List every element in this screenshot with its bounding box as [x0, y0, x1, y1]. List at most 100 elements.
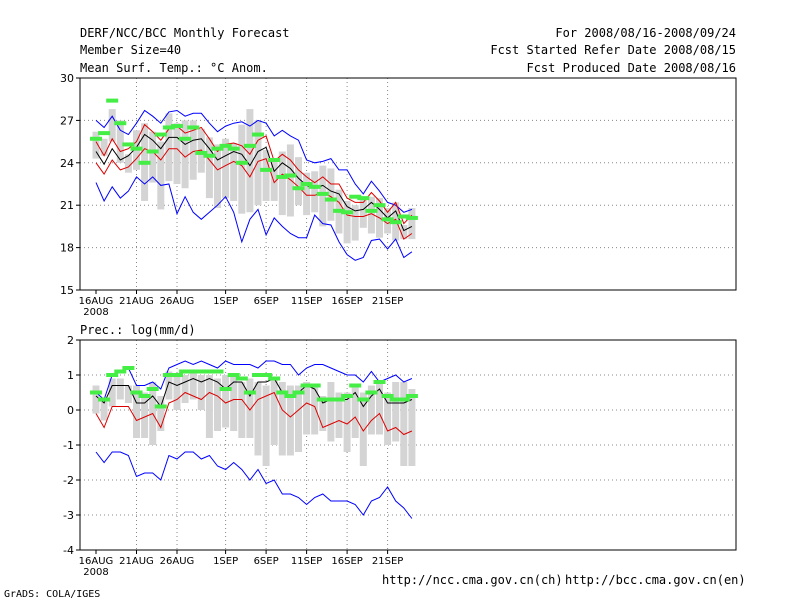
temperature-xtick-label: 26AUG	[160, 296, 195, 307]
temperature-ytick-label: 24	[60, 157, 74, 170]
precipitation-xtick-label: 16AUG	[79, 556, 114, 567]
precipitation-observed-marker	[98, 397, 111, 402]
temperature-observed-marker	[219, 143, 232, 148]
temperature-observed-marker	[146, 149, 159, 154]
temperature-observed-marker	[308, 184, 321, 189]
temperature-observed-marker	[268, 157, 281, 162]
url-english: http://bcc.cma.gov.cn(en)	[565, 573, 746, 587]
precipitation-ytick-label: -3	[63, 509, 74, 522]
temperature-spread-box	[400, 224, 408, 240]
precipitation-observed-marker	[219, 387, 232, 391]
grads-credit: GrADS: COLA/IGES	[4, 589, 101, 600]
precipitation-observed-marker	[324, 397, 337, 402]
url-chinese: http://ncc.cma.gov.cn(ch)	[382, 573, 563, 587]
precipitation-spread-box	[230, 375, 238, 431]
temperature-spread-box	[173, 123, 181, 184]
precipitation-observed-marker	[308, 383, 321, 388]
precipitation-observed-marker	[389, 397, 402, 402]
precipitation-spread-box	[343, 392, 351, 452]
temperature-xtick-label: 1SEP	[213, 296, 238, 307]
precipitation-observed-marker	[195, 369, 208, 374]
temperature-observed-marker	[187, 125, 200, 130]
precipitation-spread-box	[376, 382, 383, 435]
precipitation-spread-box	[124, 385, 132, 403]
precipitation-spread_lower-line	[95, 391, 413, 436]
precipitation-spread-box	[303, 382, 311, 435]
precipitation-spread-box	[222, 375, 230, 428]
temperature-observed-marker	[227, 146, 240, 151]
temperature-observed-marker	[211, 146, 224, 151]
precipitation-observed-marker	[284, 394, 297, 398]
temperature-observed-marker	[365, 208, 378, 213]
precipitation-spread-box	[254, 382, 262, 456]
precipitation-xtick-year-label: 2008	[83, 567, 108, 578]
temperature-spread-box	[343, 200, 351, 244]
precipitation-observed-marker	[381, 394, 394, 398]
temperature-observed-marker	[106, 98, 119, 103]
precipitation-observed-marker	[397, 397, 410, 402]
precipitation-spread-box	[238, 382, 246, 438]
precipitation-spread-box	[100, 399, 108, 421]
temperature-xtick-label: 11SEP	[291, 296, 322, 307]
precipitation-observed-marker	[292, 390, 305, 395]
temperature-spread-box	[100, 138, 108, 156]
temperature-plot-frame	[79, 77, 737, 291]
precipitation-observed-marker	[349, 383, 362, 388]
precipitation-ytick-label: 0	[67, 404, 74, 417]
precipitation-spread-box	[367, 385, 375, 435]
precipitation-observed-marker	[357, 397, 370, 402]
precipitation-ytick-label: 1	[67, 369, 74, 382]
precipitation-observed-marker	[227, 373, 240, 377]
temperature-observed-marker	[284, 173, 297, 178]
temperature-spread-box	[108, 109, 116, 142]
temperature-mean-line	[95, 133, 413, 232]
precipitation-spread-box	[384, 392, 392, 445]
temperature-spread-box	[116, 120, 124, 163]
precipitation-observed-marker	[276, 390, 289, 395]
precipitation-observed-marker	[138, 394, 151, 398]
precipitation-observed-marker	[130, 390, 143, 395]
temperature-xtick-label: 6SEP	[254, 296, 279, 307]
precipitation-min-line	[95, 451, 413, 519]
chart-title: DERF/NCC/BCC Monthly Forecast	[80, 26, 290, 40]
precipitation-spread-box	[181, 375, 189, 403]
temperature-spread-box	[303, 172, 311, 216]
temperature-observed-marker	[203, 153, 216, 158]
precipitation-observed-marker	[114, 369, 127, 374]
temperature-spread-box	[286, 144, 294, 217]
precipitation-observed-marker	[146, 387, 159, 391]
temperature-observed-marker	[179, 136, 192, 141]
precipitation-spread-box	[262, 385, 270, 466]
temperature-spread-box	[149, 131, 157, 183]
forecast-produced-date: Fcst Produced Date 2008/08/16	[526, 61, 736, 75]
precipitation-spread-box	[141, 392, 149, 438]
precipitation-ytick-label: 2	[67, 334, 74, 347]
temperature-xtick-label: 16SEP	[331, 296, 362, 307]
precipitation-spread-box	[319, 396, 327, 431]
temperature-spread-box	[270, 159, 278, 201]
forecast-period: For 2008/08/16-2008/09/24	[555, 26, 736, 40]
precipitation-spread-box	[108, 378, 116, 407]
precipitation-observed-marker	[373, 380, 386, 384]
precipitation-spread-box	[205, 375, 213, 438]
temperature-observed-marker	[373, 203, 386, 208]
temperature-spread-box	[246, 109, 254, 213]
precipitation-observed-marker	[211, 369, 224, 374]
temperature-spread-box	[230, 143, 238, 201]
temperature-ytick-label: 30	[60, 72, 74, 85]
temperature-spread-box	[254, 120, 262, 206]
precipitation-spread-box	[286, 385, 294, 456]
precipitation-spread-box	[246, 378, 254, 438]
precipitation-observed-marker	[235, 376, 248, 381]
precipitation-observed-marker	[106, 373, 119, 377]
precipitation-observed-marker	[154, 404, 167, 409]
precipitation-xtick-label: 11SEP	[291, 556, 322, 567]
precipitation-observed-marker	[300, 383, 313, 388]
temperature-observed-marker	[292, 186, 305, 191]
precipitation-observed-marker	[243, 390, 256, 395]
precipitation-spread-box	[408, 389, 416, 466]
temperature-spread-box	[205, 137, 213, 199]
temperature-observed-marker	[162, 125, 175, 130]
temperature-observed-marker	[235, 160, 248, 165]
temperature-ytick-label: 18	[60, 242, 74, 255]
